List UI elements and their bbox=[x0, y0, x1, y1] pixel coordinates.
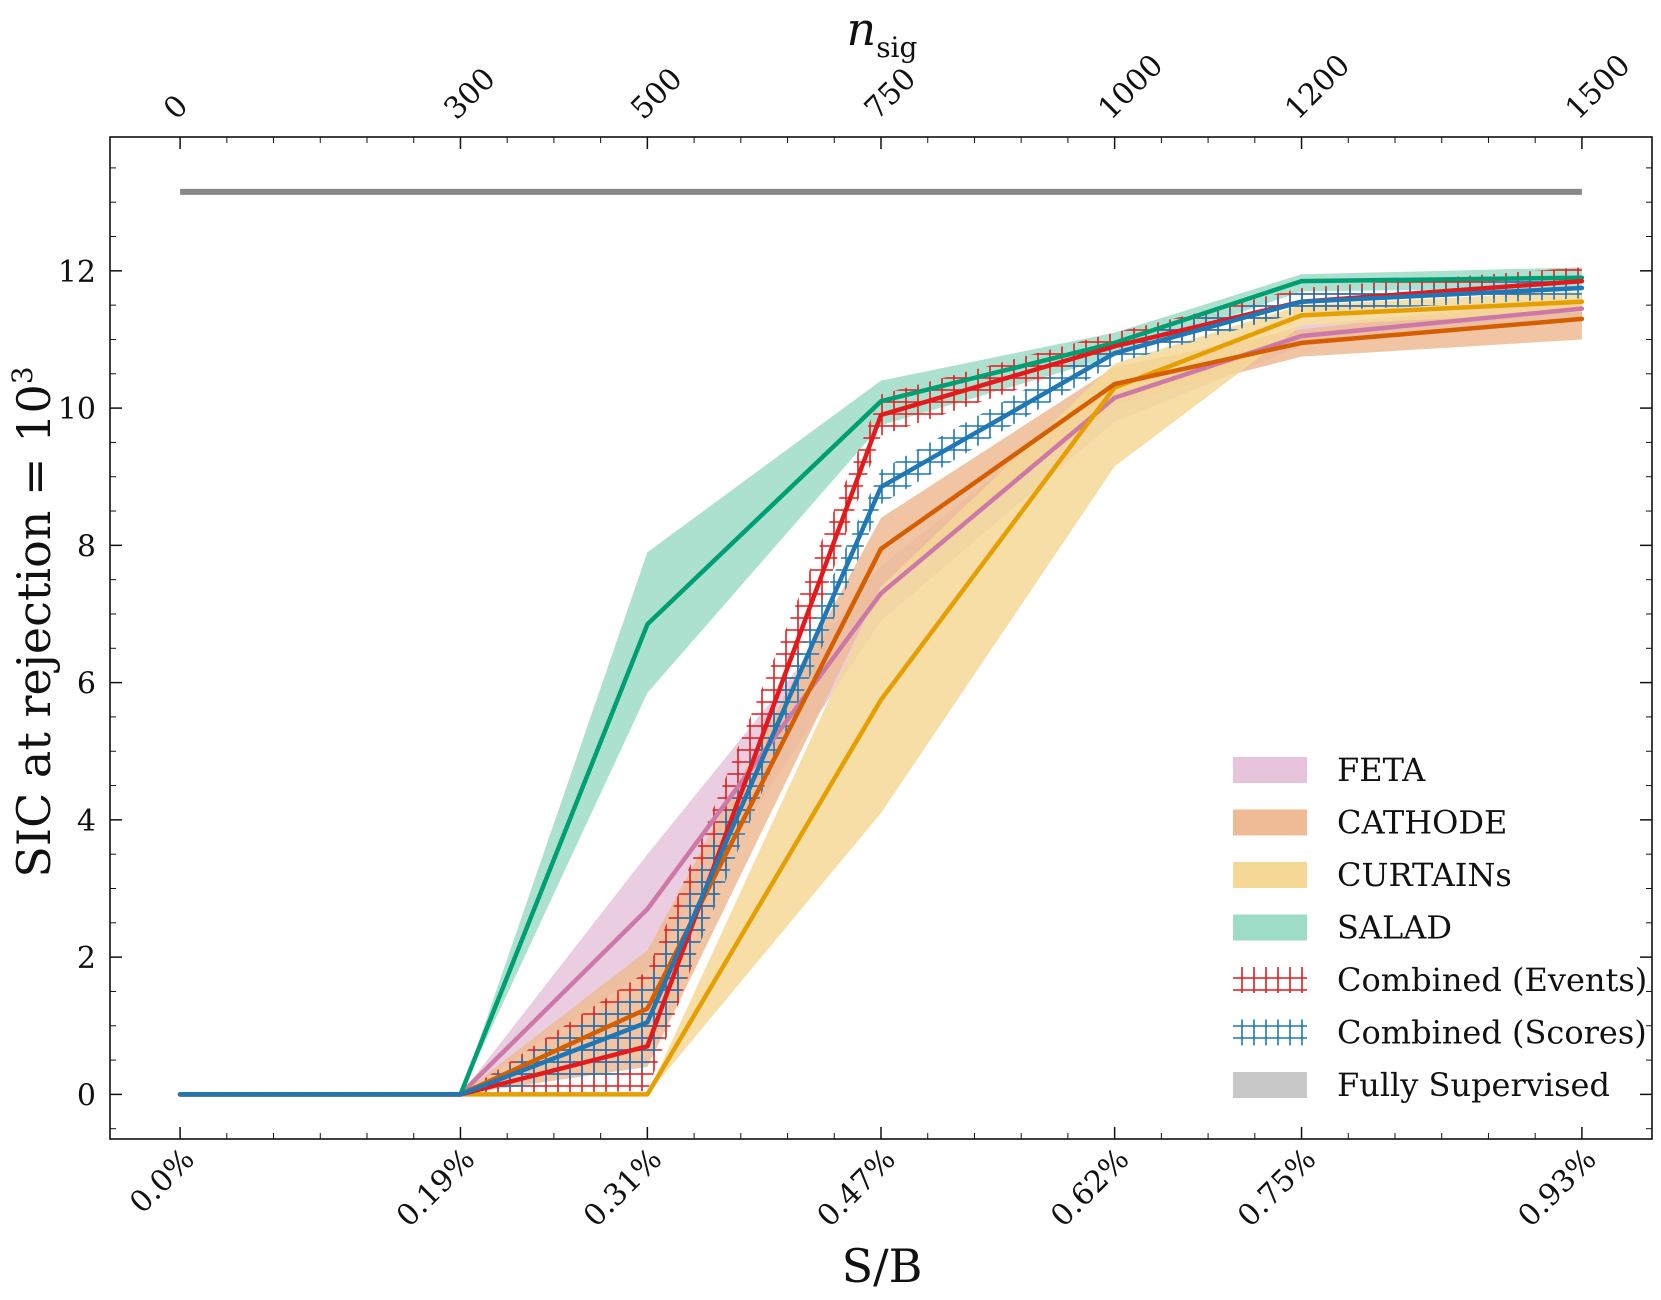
x-tick-label: 0.62% bbox=[1044, 1142, 1136, 1234]
x-tick-label: 0.31% bbox=[577, 1142, 669, 1234]
top-x-tick-label: 1500 bbox=[1559, 48, 1638, 127]
top-x-tick-label: 750 bbox=[858, 61, 923, 126]
legend-label-feta: FETA bbox=[1337, 751, 1426, 789]
top-x-axis-label: nsig bbox=[847, 2, 918, 64]
x-tick-label: 0.19% bbox=[390, 1142, 482, 1234]
top-x-axis-label-subscript: sig bbox=[876, 31, 917, 64]
x-axis-label: S/B bbox=[842, 1239, 923, 1293]
legend: FETA CATHODE CURTAINs SALAD Combined (Events… bbox=[1233, 751, 1647, 1104]
y-tick-label: 2 bbox=[77, 941, 96, 976]
legend-swatch-events bbox=[1233, 967, 1307, 993]
x-tick-label: 0.47% bbox=[811, 1142, 903, 1234]
y-tick-label: 4 bbox=[77, 804, 96, 839]
y-tick-label: 0 bbox=[77, 1078, 96, 1113]
y-tick-label: 8 bbox=[77, 529, 96, 564]
scores-line bbox=[177, 285, 1585, 1097]
y-axis-label: SIC at rejection = 103 bbox=[6, 366, 61, 877]
y-tick-label: 10 bbox=[58, 392, 96, 427]
legend-item-cathode: CATHODE bbox=[1233, 804, 1507, 842]
top-x-tick-label: 1200 bbox=[1278, 48, 1357, 127]
legend-label-events: Combined (Events) bbox=[1337, 961, 1647, 999]
legend-label-curtains: CURTAINs bbox=[1337, 856, 1512, 894]
y-tick-label: 12 bbox=[58, 255, 96, 290]
legend-label-supervised: Fully Supervised bbox=[1337, 1066, 1610, 1104]
legend-item-feta: FETA bbox=[1233, 751, 1426, 789]
legend-swatch-salad bbox=[1233, 914, 1307, 941]
x-tick-label: 0.0% bbox=[123, 1142, 202, 1221]
x-tick-label: 0.75% bbox=[1231, 1142, 1323, 1234]
legend-item-curtains: CURTAINs bbox=[1233, 856, 1512, 894]
events-band bbox=[180, 267, 1582, 1095]
legend-item-scores: Combined (Scores) bbox=[1233, 1014, 1647, 1052]
legend-item-salad: SALAD bbox=[1233, 909, 1452, 947]
top-x-axis-label-main: n bbox=[847, 2, 877, 56]
legend-swatch-cathode bbox=[1233, 809, 1307, 836]
y-axis-label-superscript: 3 bbox=[6, 366, 39, 384]
y-axis-label-main: SIC at rejection = 10 bbox=[7, 384, 61, 877]
legend-swatch-curtains bbox=[1233, 862, 1307, 888]
plot-area bbox=[177, 188, 1585, 1097]
top-x-tick-label: 1000 bbox=[1092, 48, 1171, 127]
legend-swatch-supervised bbox=[1233, 1072, 1307, 1098]
legend-label-salad: SALAD bbox=[1337, 909, 1452, 947]
top-x-tick-label: 300 bbox=[437, 61, 502, 126]
legend-swatch-feta bbox=[1233, 757, 1307, 783]
legend-item-supervised: Fully Supervised bbox=[1233, 1066, 1610, 1104]
legend-label-cathode: CATHODE bbox=[1337, 804, 1507, 842]
x-tick-label: 0.93% bbox=[1511, 1142, 1603, 1234]
legend-item-events: Combined (Events) bbox=[1233, 961, 1647, 999]
y-tick-label: 6 bbox=[77, 667, 96, 702]
top-x-tick-label: 0 bbox=[157, 88, 195, 126]
top-x-tick-label: 500 bbox=[624, 61, 689, 126]
legend-label-scores: Combined (Scores) bbox=[1337, 1014, 1647, 1052]
legend-swatch-scores bbox=[1233, 1019, 1307, 1046]
curtains-band bbox=[180, 291, 1582, 1095]
